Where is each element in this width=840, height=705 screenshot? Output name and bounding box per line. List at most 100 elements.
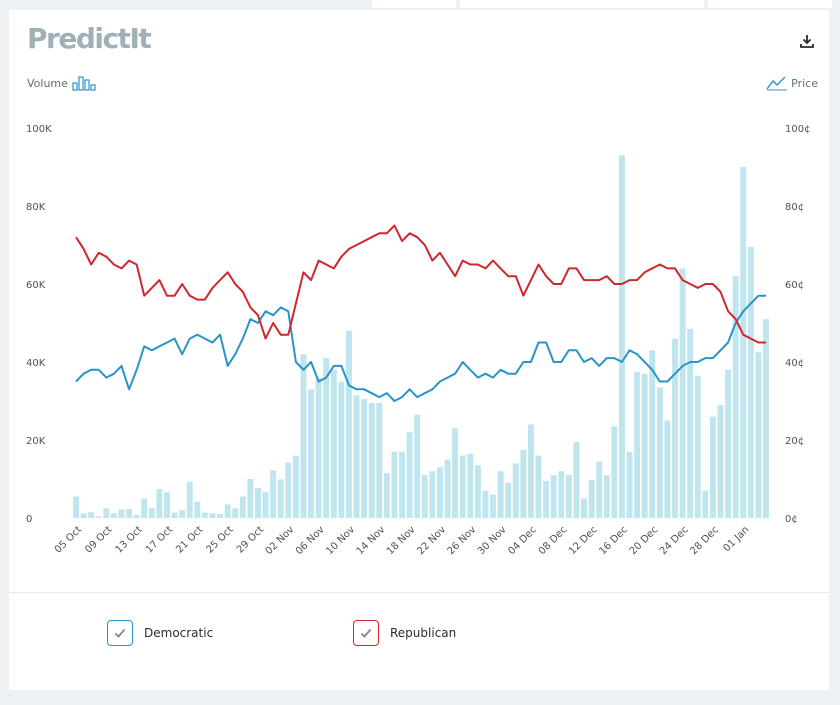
volume-bar <box>603 475 610 518</box>
volume-bar <box>262 491 269 518</box>
volume-bar <box>126 509 133 518</box>
volume-bar <box>702 490 709 518</box>
volume-bar <box>452 428 459 518</box>
volume-bar <box>581 498 587 518</box>
volume-bar <box>641 373 648 518</box>
legend-divider <box>9 592 829 593</box>
x-tick-label: 04 Dec <box>506 524 539 557</box>
volume-bar <box>565 475 572 518</box>
x-tick-label: 12 Dec <box>567 524 600 557</box>
y-right-tick-label: 80¢ <box>785 202 804 213</box>
x-tick-label: 06 Nov <box>294 524 327 557</box>
volume-bar <box>694 375 701 518</box>
x-tick-label: 21 Oct <box>174 524 205 555</box>
bar-chart-icon <box>72 76 96 91</box>
volume-bar <box>482 490 489 518</box>
volume-bar <box>467 453 474 518</box>
legend-item-republican[interactable]: Republican <box>353 620 456 646</box>
volume-bar <box>429 471 436 518</box>
volume-bar <box>239 496 246 518</box>
legend-item-democratic[interactable]: Democratic <box>107 620 213 646</box>
y-left-tick-label: 40K <box>26 358 46 369</box>
download-icon[interactable] <box>798 32 816 50</box>
volume-bar <box>368 402 375 518</box>
volume-bar <box>255 487 261 518</box>
volume-bar <box>201 512 208 518</box>
y-left-tick-label: 60K <box>26 280 46 291</box>
price-toggle[interactable]: Price <box>766 75 818 91</box>
price-label: Price <box>791 76 818 90</box>
volume-bar <box>656 387 663 518</box>
volume-bar <box>535 455 542 518</box>
volume-bar <box>300 354 307 518</box>
volume-bar <box>672 338 678 518</box>
volume-bar <box>474 465 481 518</box>
legend-checkbox-republican[interactable] <box>353 620 379 646</box>
volume-bar <box>217 514 224 518</box>
volume-bar <box>664 420 671 518</box>
volume-bar <box>709 416 716 518</box>
volume-bar <box>270 470 277 518</box>
volume-bar <box>747 246 754 518</box>
series-line-republican <box>75 224 766 344</box>
y-right-tick-label: 40¢ <box>785 358 804 369</box>
volume-bar <box>588 479 595 518</box>
volume-bar <box>346 330 352 518</box>
volume-bar <box>171 512 178 518</box>
volume-bar <box>459 455 466 518</box>
x-tick-label: 09 Oct <box>83 524 114 555</box>
volume-bar <box>277 479 284 518</box>
volume-bar <box>133 514 140 518</box>
check-icon <box>360 628 372 638</box>
volume-bar <box>740 167 747 518</box>
price-volume-chart: 100K 80K 60K 40K 20K 0 100¢ 80¢ 60¢ 40¢ 20¢ 0¢ 05 Oc… <box>26 124 810 557</box>
x-tick-label: 01 Jan <box>721 524 751 554</box>
volume-bar <box>399 451 405 518</box>
volume-bar <box>755 352 762 518</box>
volume-bar <box>573 441 580 518</box>
y-right-tick-label: 60¢ <box>785 280 804 291</box>
volume-bar <box>232 508 239 518</box>
y-left-tick-label: 80K <box>26 202 46 213</box>
volume-bar <box>164 492 170 518</box>
volume-bar <box>141 498 148 518</box>
volume-bar <box>338 381 345 518</box>
x-tick-label: 16 Dec <box>597 524 630 557</box>
y-left-tick-label: 0 <box>26 514 32 525</box>
legend-checkbox-democratic[interactable] <box>107 620 133 646</box>
volume-bar <box>247 479 254 518</box>
volume-bar <box>527 424 534 518</box>
volume-bar <box>330 369 337 518</box>
volume-bar <box>285 462 292 518</box>
x-tick-label: 10 Nov <box>324 524 357 557</box>
volume-bar <box>179 510 186 518</box>
tab-2[interactable] <box>460 0 704 8</box>
x-tick-label: 29 Oct <box>235 524 266 555</box>
volume-bar <box>391 451 398 518</box>
volume-bar <box>725 369 732 518</box>
volume-bar <box>376 402 383 518</box>
predictit-logo: PredictIt <box>27 22 152 55</box>
volume-bar <box>543 480 550 518</box>
volume-bar <box>103 508 110 518</box>
x-tick-label: 02 Nov <box>264 524 297 557</box>
volume-bar <box>611 426 618 518</box>
volume-bar <box>308 389 315 518</box>
volume-bar <box>634 371 641 518</box>
volume-bar <box>353 395 360 518</box>
x-tick-label: 08 Dec <box>537 524 570 557</box>
x-tick-label: 28 Dec <box>688 524 721 557</box>
volume-bar <box>156 489 163 518</box>
volume-bar <box>118 509 125 518</box>
y-right-tick-label: 0¢ <box>785 514 798 525</box>
tab-1[interactable] <box>372 0 456 8</box>
volume-bar <box>414 414 421 518</box>
volume-bar <box>383 473 390 518</box>
x-tick-label: 13 Oct <box>114 524 145 555</box>
volume-label: Volume <box>27 76 68 90</box>
volume-toggle[interactable]: Volume <box>27 75 97 91</box>
x-tick-label: 30 Nov <box>476 524 509 557</box>
volume-bar <box>596 461 603 518</box>
tab-3[interactable] <box>708 0 832 8</box>
x-tick-label: 14 Nov <box>355 524 388 557</box>
